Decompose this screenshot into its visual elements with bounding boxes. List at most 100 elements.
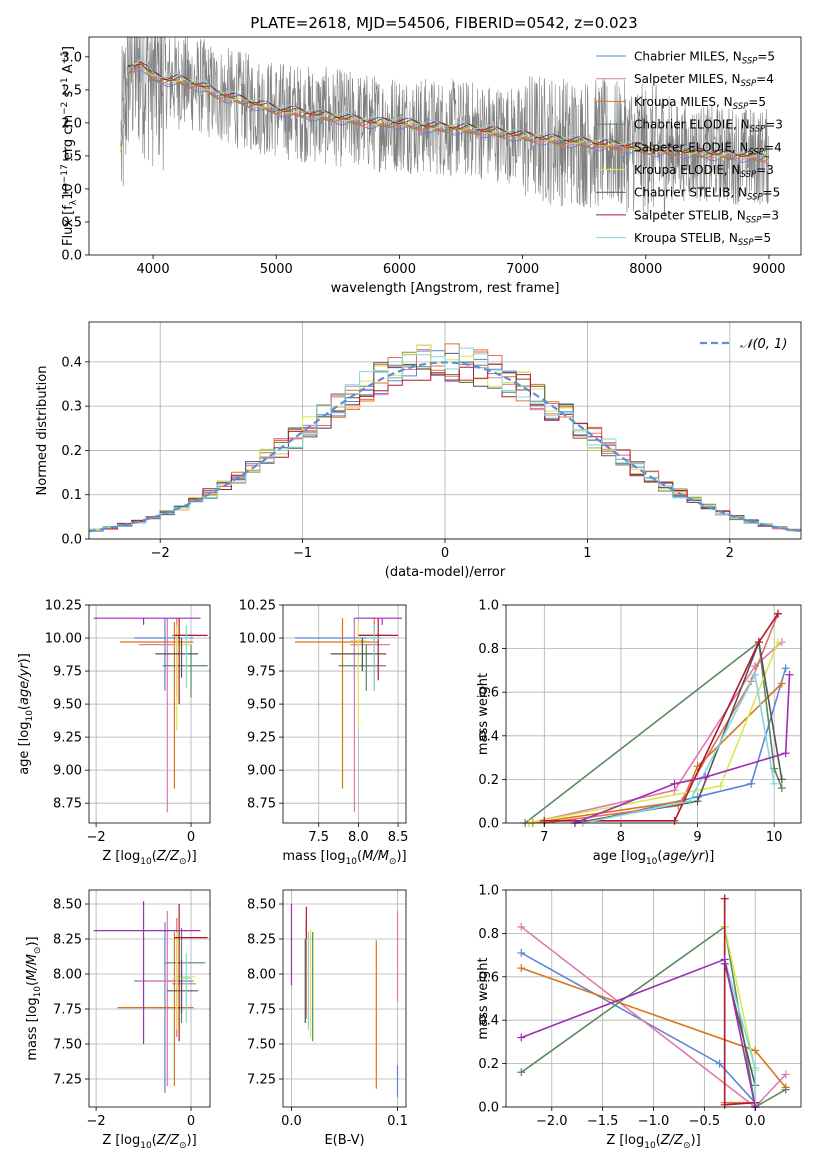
x-tick-label: 8.0 [348,830,369,845]
weight-marker [720,955,729,964]
y-tick-label: 8.25 [53,933,82,948]
legend-label-tail: =3 [756,163,774,177]
legend-label-text: Kroupa MILES, N [634,95,733,109]
y-tick-label: 9.50 [53,698,82,713]
y-tick-label: 9.25 [53,731,82,746]
y-tick-label: 1.0 [478,884,499,899]
y-axis-label: mass [log10(M/M⊙)] [25,936,43,1060]
axes-frame [282,889,407,1108]
label-part: Z/Z [156,849,180,864]
label-part: Z/Z [156,1133,180,1148]
weight-marker [777,775,786,784]
model-spectrum-line [120,61,770,158]
y-tick-label: 1.5 [61,149,82,164]
axes-frame [88,604,211,824]
label-part: age/yr [17,662,32,705]
x-axis-label: wavelength [Angstrom, rest frame] [331,281,560,296]
x-tick-label: 7.5 [308,830,329,845]
y-tick-label: 9.75 [247,665,276,680]
legend-label-text: Salpeter MILES, N [634,72,741,86]
legend-label-text: Chabrier STELIB, N [634,186,747,200]
y-tick-label: 1.0 [478,599,499,614]
y-tick-label: 7.25 [53,1073,82,1088]
y-tick-label: 8.75 [53,797,82,812]
weight-marker [774,609,783,618]
label-part: ⊙ [33,947,43,955]
y-tick-label: 0.4 [61,355,82,370]
legend-label-tail: =5 [748,95,766,109]
weight-marker [751,1046,760,1055]
axes-frame [88,36,802,256]
x-tick-label: 0 [441,546,449,561]
legend-label-tail: =5 [763,186,781,200]
legend-label: Chabrier MILES, NSSP=5 [634,50,775,67]
y-tick-label: 0.8 [478,642,499,657]
x-tick-label: −1.0 [638,1114,670,1129]
label-part: ( [152,849,157,864]
label-part: −2 [60,102,70,115]
weight-marker [754,638,763,647]
label-part: 10 [140,857,152,867]
weight-marker [751,670,760,679]
weight-marker [517,948,526,957]
legend-label: Kroupa ELODIE, NSSP=3 [634,163,774,180]
x-tick-label: 0.1 [387,1114,408,1129]
y-tick-label: 8.75 [247,797,276,812]
label-part: )] [187,1133,197,1148]
legend-label-sub: SSP [741,170,757,180]
label-part: −1 [60,77,70,90]
y-tick-label: 0.0 [478,1101,499,1116]
weight-series-line [528,641,783,824]
legend-label: Chabrier ELODIE, NSSP=3 [634,118,783,135]
label-part: λ [69,199,79,205]
label-part: ( [357,849,362,864]
legend-label-sub: SSP [742,57,758,67]
x-tick-label: −2 [151,546,170,561]
y-tick-label: 0.3 [61,400,82,415]
weight-series-line [524,640,783,824]
weight-marker [517,922,526,931]
label-part: age/yr [662,849,705,864]
y-axis-label: Normed distribution [35,366,50,496]
model-spectrum-line [120,63,770,159]
weight-marker [670,816,679,825]
weight-series-line [582,672,775,824]
y-tick-label: 0.6 [478,970,499,985]
figure-title: PLATE=2618, MJD=54506, FIBERID=0542, z=0… [250,14,637,32]
label-part: M/M [362,849,389,864]
x-axis-label-text: (data-model)/error [385,565,506,580]
label-part: Z/Z [660,1133,684,1148]
label-part: )] [187,849,197,864]
label-part: 10 [346,857,358,867]
x-axis-label-text: Z [log [606,1133,644,1148]
y-axis-label-text: Flux [f [61,205,76,246]
weight-series-line [544,613,779,822]
normal-legend-label: 𝒩(0, 1) [740,337,787,352]
y-tick-label: 8.50 [53,898,82,913]
y-axis-label-text: mass weight [476,957,491,1039]
legend-label-text: Salpeter STELIB, N [634,208,746,222]
x-tick-label: 8.5 [388,830,409,845]
y-axis-label: Flux [fλ10−17 erg cm−2 s−1 A−1] [60,46,79,246]
label-part: ( [656,1133,661,1148]
y-axis-label-text: mass [log [25,997,40,1060]
weight-series-line [521,958,756,1108]
label-part: )] [396,849,406,864]
x-tick-label: 0 [187,1114,195,1129]
y-tick-label: 9.75 [53,665,82,680]
weight-series-line [520,925,787,1109]
legend-label: Salpeter MILES, NSSP=4 [634,72,774,89]
x-tick-label: 0 [187,830,195,845]
x-tick-label: 1 [583,546,591,561]
legend-label-tail: =5 [757,50,775,64]
residual-histogram [89,363,801,532]
y-tick-label: 7.75 [53,1003,82,1018]
x-tick-label: 0.0 [745,1114,766,1129]
label-part: ⊙ [179,1141,187,1151]
label-part: ( [17,705,32,710]
weight-marker [693,797,702,806]
label-part: M/M [25,954,40,981]
y-tick-label: 7.50 [247,1038,276,1053]
x-tick-label: −2 [87,830,106,845]
weight-marker [781,749,790,758]
